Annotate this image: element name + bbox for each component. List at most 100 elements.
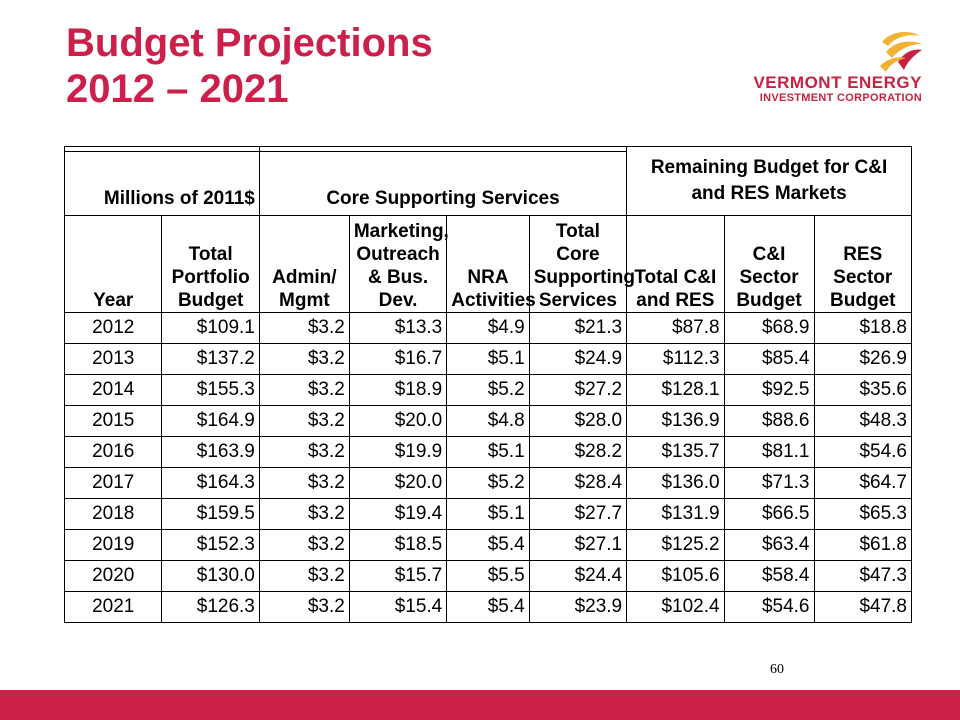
core-services-group-header: Core Supporting Services [258,151,628,216]
table-cell: $152.3 [161,529,260,561]
units-header: Millions of 2011$ [64,151,260,216]
table-cell: $63.4 [723,529,815,561]
table-cell: $3.2 [258,591,350,623]
table-cell: $27.7 [528,498,628,530]
table-cell: $28.4 [528,467,628,499]
table-cell: $20.0 [348,405,448,437]
table-cell: $13.3 [348,312,448,344]
table-cell: $4.8 [446,405,530,437]
table-cell: $15.4 [348,591,448,623]
table-cell: $3.2 [258,374,350,406]
table-cell: $64.7 [813,467,912,499]
table-cell: $155.3 [161,374,260,406]
table-row: 2016 $163.9 $3.2 $19.9 $5.1 $28.2 $135.7… [63,436,912,468]
column-header: Total C&I and RES [626,215,725,313]
table-cell: $27.2 [528,374,628,406]
column-header: C&I Sector Budget [723,215,815,313]
table-cell: 2016 [63,436,163,468]
column-header-row: Year Total Portfolio Budget Admin/ Mgmt … [63,215,912,313]
column-header: NRA Activities [446,215,536,313]
column-header: Admin/ Mgmt [258,215,350,313]
table-cell: $128.1 [626,374,725,406]
table-cell: $28.2 [528,436,628,468]
table-cell: $135.7 [626,436,725,468]
table-cell: $4.9 [446,312,530,344]
table-cell: $3.2 [258,467,350,499]
table-cell: $136.9 [626,405,725,437]
table-row: 2013 $137.2 $3.2 $16.7 $5.1 $24.9 $112.3… [63,343,912,375]
table-cell: $20.0 [348,467,448,499]
table-row: 2021 $126.3 $3.2 $15.4 $5.4 $23.9 $102.4… [63,591,912,623]
column-header: Marketing, Outreach & Bus. Dev. [348,215,449,313]
table-cell: $163.9 [161,436,260,468]
table-cell: $131.9 [626,498,725,530]
table-cell: $54.6 [813,436,912,468]
table-cell: $85.4 [723,343,815,375]
table-cell: $71.3 [723,467,815,499]
table-cell: $81.1 [723,436,815,468]
table-row: 2015 $164.9 $3.2 $20.0 $4.8 $28.0 $136.9… [63,405,912,437]
logo-name-line-2: INVESTMENT CORPORATION [759,92,922,104]
table-cell: $54.6 [723,591,815,623]
column-header: Total Core Supporting Services [528,215,635,313]
table-cell: $3.2 [258,529,350,561]
table-cell: $102.4 [626,591,725,623]
table-cell: 2021 [63,591,163,623]
table-cell: $105.6 [626,560,725,592]
logo-name-line-1: VERMONT ENERGY [753,73,922,92]
column-header: Total Portfolio Budget [161,215,260,313]
table-cell: $3.2 [258,343,350,375]
table-cell: $26.9 [813,343,912,375]
table-cell: $58.4 [723,560,815,592]
table-cell: $109.1 [161,312,260,344]
table-cell: $137.2 [161,343,260,375]
table-cell: $24.9 [528,343,628,375]
table-cell: $47.8 [813,591,912,623]
table-cell: $15.7 [348,560,448,592]
table-cell: 2014 [63,374,163,406]
group-header-row: Millions of 2011$ Core Supporting Servic… [64,151,912,216]
table-cell: 2015 [63,405,163,437]
table-cell: $3.2 [258,436,350,468]
remaining-budget-group-header: Remaining Budget for C&I and RES Markets [626,146,912,216]
table-cell: $68.9 [723,312,815,344]
table-cell: $164.3 [161,467,260,499]
table-cell: 2013 [63,343,163,375]
table-cell: $125.2 [626,529,725,561]
table-row: 2019 $152.3 $3.2 $18.5 $5.4 $27.1 $125.2… [63,529,912,561]
table-cell: $28.0 [528,405,628,437]
logo-mark-icon [880,32,922,72]
table-cell: $5.1 [446,498,530,530]
table-cell: $24.4 [528,560,628,592]
budget-table: Remaining Budget for C&I and RES Markets… [63,145,912,623]
table-cell: $18.9 [348,374,448,406]
table-cell: $136.0 [626,467,725,499]
veic-logo: VERMONT ENERGY INVESTMENT CORPORATION [730,28,925,108]
column-header: RES Sector Budget [813,215,912,313]
table-cell: $27.1 [528,529,628,561]
footer-bar [0,690,960,720]
table-cell: 2012 [63,312,163,344]
table-cell: $35.6 [813,374,912,406]
table-cell: $5.2 [446,467,530,499]
table-cell: $18.5 [348,529,448,561]
column-header: Year [63,215,163,313]
title-line-2: 2012 – 2021 [66,67,289,111]
table-cell: 2017 [63,467,163,499]
table-cell: $92.5 [723,374,815,406]
table-cell: $16.7 [348,343,448,375]
table-cell: $5.4 [446,529,530,561]
table-cell: $19.9 [348,436,448,468]
table-cell: $130.0 [161,560,260,592]
table-cell: $5.1 [446,343,530,375]
table-cell: $126.3 [161,591,260,623]
table-cell: 2019 [63,529,163,561]
table-cell: $66.5 [723,498,815,530]
table-cell: $3.2 [258,312,350,344]
table-cell: $159.5 [161,498,260,530]
table-cell: $3.2 [258,560,350,592]
table-cell: $5.1 [446,436,530,468]
table-cell: $65.3 [813,498,912,530]
table-cell: $48.3 [813,405,912,437]
table-cell: $112.3 [626,343,725,375]
